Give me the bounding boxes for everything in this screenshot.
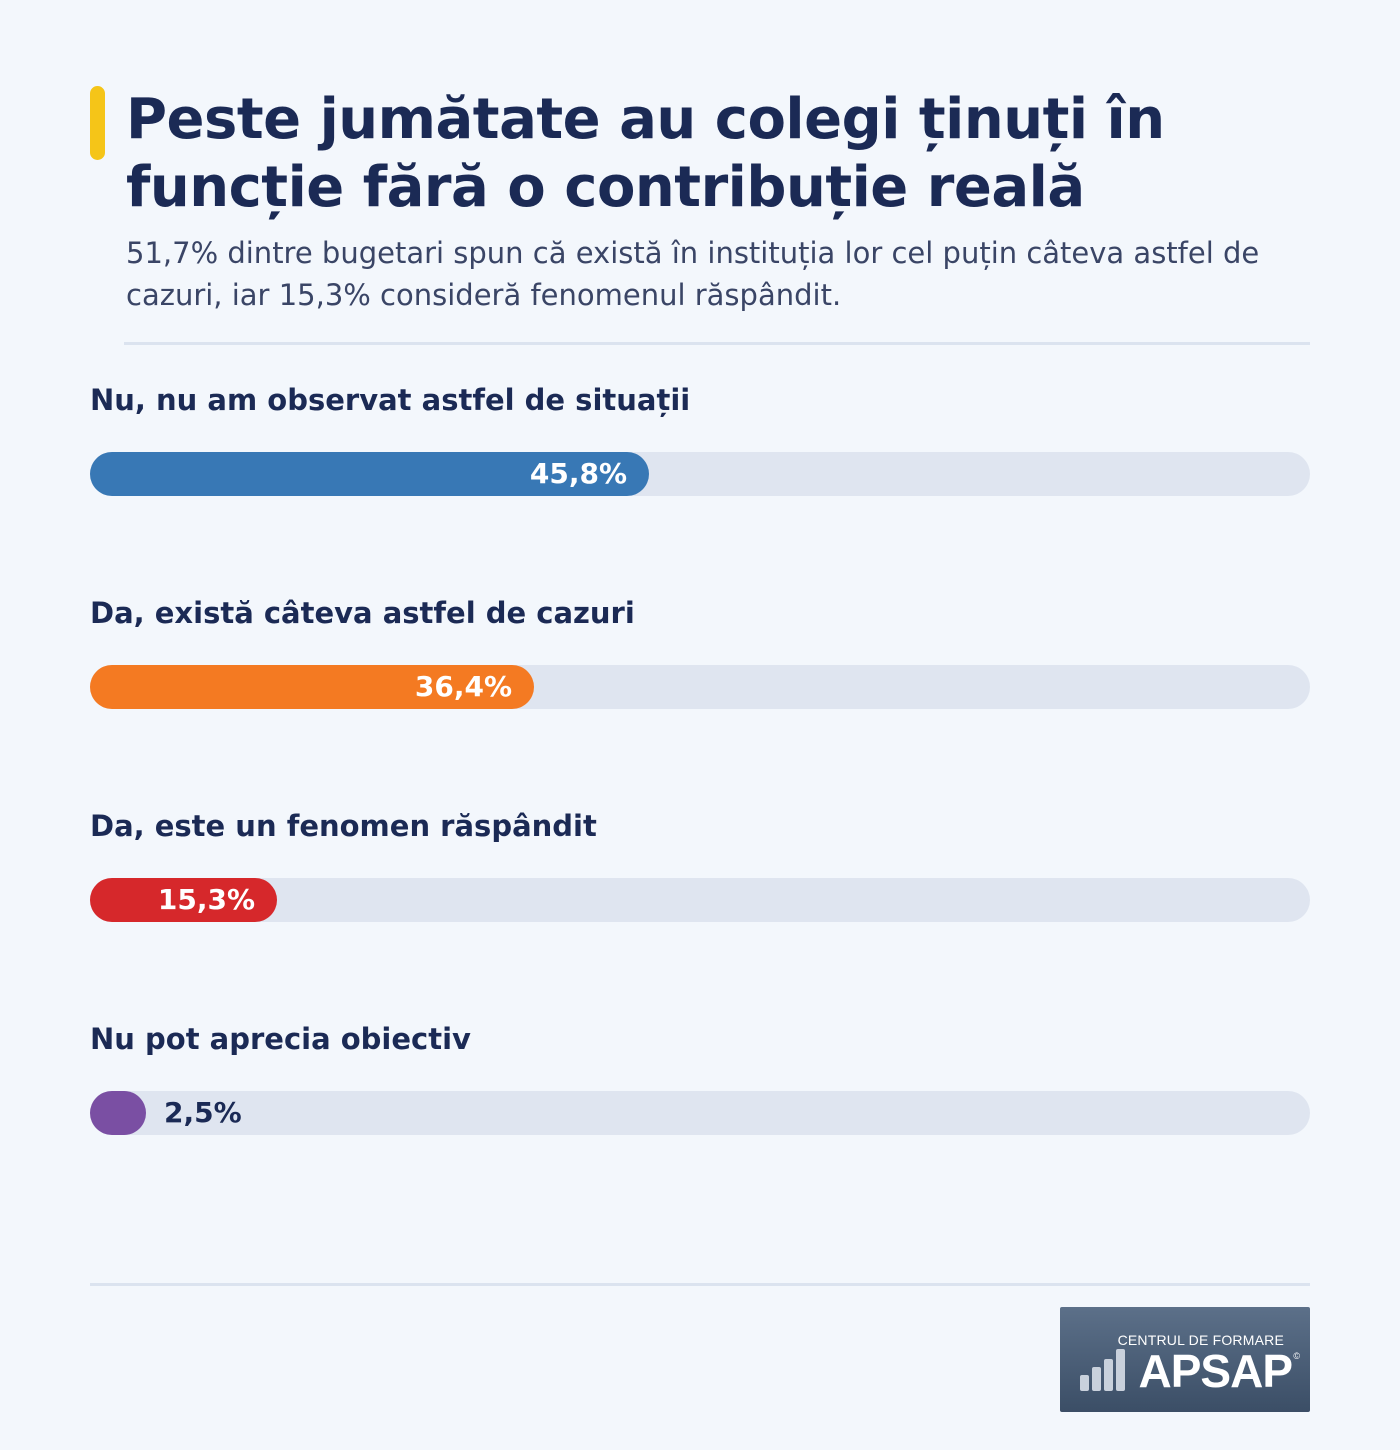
bar-category-label: Da, există câteva astfel de cazuri [90,596,635,630]
bar-row: Da, este un fenomen răspândit 15,3% [90,806,1310,922]
logo-line2: APSAP [1138,1345,1293,1397]
bar-value-label: 36,4% [414,670,512,703]
bar-category-label: Nu, nu am observat astfel de situații [90,383,691,417]
bar-value-label: 15,3% [157,883,255,916]
page-title: Peste jumătate au colegi ținuți în funcț… [126,87,1165,220]
bar-fill [90,452,649,496]
bar-track: 2,5% [90,1091,1310,1135]
page-subtitle: 51,7% dintre bugetari spun că există în … [126,236,1260,312]
top-divider [124,342,1310,345]
title-accent-bar [90,86,105,160]
bar-fill [90,878,277,922]
apsap-logo: CENTRUL DE FORMARE APSAP © [1060,1307,1310,1412]
bar-track: 36,4% [90,665,1310,709]
bar-category-label: Nu pot aprecia obiectiv [90,1022,471,1056]
bar-row: Nu pot aprecia obiectiv 2,5% [90,1019,1310,1135]
bar-fill [90,1091,146,1135]
bar-fill [90,665,534,709]
bar-value-label: 45,8% [529,457,627,490]
bar-value-label: 2,5% [164,1096,242,1129]
bar-track: 45,8% [90,452,1310,496]
bar-track: 15,3% [90,878,1310,922]
bar-row: Da, există câteva astfel de cazuri 36,4% [90,593,1310,709]
bar-category-label: Da, este un fenomen răspândit [90,809,597,843]
bar-row: Nu, nu am observat astfel de situații 45,… [90,380,1310,496]
bar-chart-logo-icon [1080,1349,1125,1391]
bottom-divider [90,1283,1310,1286]
logo-line1: CENTRUL DE FORMARE [1117,1332,1284,1348]
logo-copyright-mark: © [1293,1351,1300,1361]
